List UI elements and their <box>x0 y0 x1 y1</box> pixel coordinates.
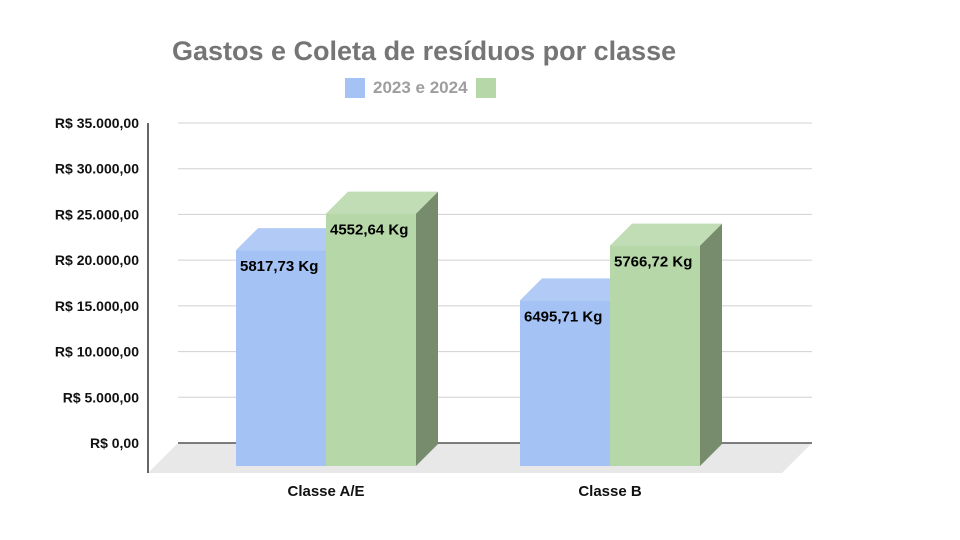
legend-swatch-blue <box>345 78 365 98</box>
legend-swatch-green <box>475 78 496 98</box>
x-tick-label: Classe B <box>578 483 642 500</box>
bar <box>236 250 326 466</box>
y-tick-label: R$ 15.000,00 <box>55 298 139 314</box>
bar-top <box>520 278 632 301</box>
bar-side <box>416 191 438 467</box>
bar <box>326 213 416 466</box>
chart-title: Gastos e Coleta de resíduos por classe <box>172 36 677 66</box>
bar-top <box>326 191 438 214</box>
data-label: 5817,73 Kg <box>240 258 318 275</box>
bar-side <box>700 223 722 466</box>
y-tick-label: R$ 20.000,00 <box>55 252 139 268</box>
y-tick-label: R$ 10.000,00 <box>55 344 139 360</box>
y-tick-label: R$ 35.000,00 <box>55 115 139 131</box>
x-tick-label: Classe A/E <box>288 483 365 500</box>
legend-label: 2023 e 2024 <box>373 78 468 97</box>
legend: 2023 e 2024 <box>345 77 496 99</box>
bar <box>520 300 610 466</box>
bar-top <box>236 228 348 251</box>
y-tick-label: R$ 0,00 <box>90 435 139 451</box>
y-tick-label: R$ 25.000,00 <box>55 206 139 222</box>
bar-top <box>610 223 722 246</box>
bar <box>610 245 700 466</box>
y-tick-label: R$ 30.000,00 <box>55 161 139 177</box>
data-label: 4552,64 Kg <box>330 222 408 239</box>
y-tick-label: R$ 5.000,00 <box>63 389 139 405</box>
data-label: 6495,71 Kg <box>524 308 602 325</box>
data-label: 5766,72 Kg <box>614 254 692 271</box>
